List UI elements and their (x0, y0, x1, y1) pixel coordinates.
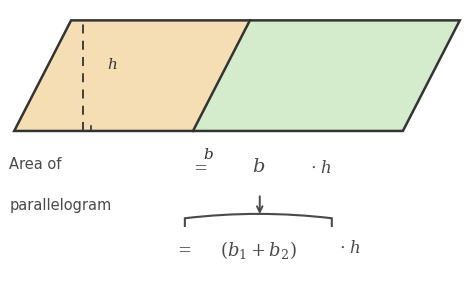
Text: $(b_1 + b_2)$: $(b_1 + b_2)$ (220, 239, 297, 261)
Polygon shape (193, 20, 460, 131)
Text: $=$: $=$ (191, 157, 208, 175)
Text: $=$: $=$ (174, 239, 191, 257)
Text: Area of: Area of (9, 157, 62, 172)
Text: $b$: $b$ (203, 147, 214, 162)
Polygon shape (14, 20, 250, 131)
Text: parallelogram: parallelogram (9, 198, 112, 213)
Text: $\cdot\ h$: $\cdot\ h$ (310, 159, 333, 177)
Text: $b$: $b$ (252, 157, 265, 176)
Text: $h$: $h$ (107, 56, 117, 72)
Text: $\cdot\ h$: $\cdot\ h$ (339, 239, 361, 257)
